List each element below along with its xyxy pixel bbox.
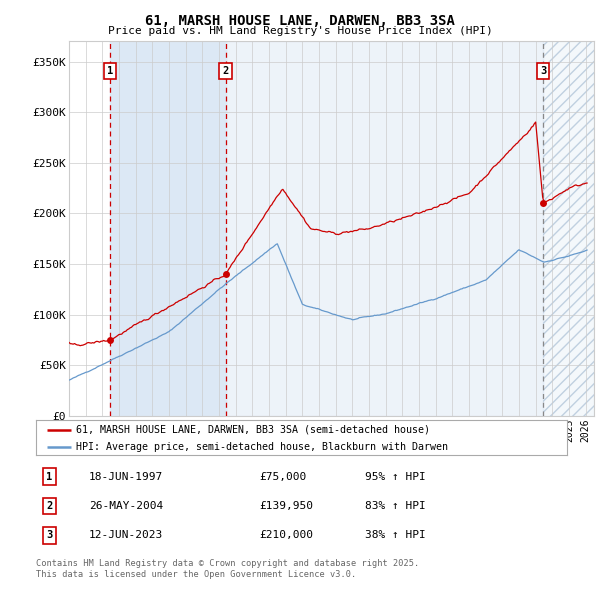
Text: 38% ↑ HPI: 38% ↑ HPI [365, 530, 426, 540]
Text: Price paid vs. HM Land Registry's House Price Index (HPI): Price paid vs. HM Land Registry's House … [107, 26, 493, 35]
Text: 3: 3 [46, 530, 52, 540]
Bar [226, 41, 543, 416]
Text: £139,950: £139,950 [259, 501, 313, 511]
Text: 18-JUN-1997: 18-JUN-1997 [89, 471, 163, 481]
Text: 1: 1 [46, 471, 52, 481]
Text: 2: 2 [46, 501, 52, 511]
Bar [543, 41, 594, 416]
Text: HPI: Average price, semi-detached house, Blackburn with Darwen: HPI: Average price, semi-detached house,… [76, 442, 448, 451]
Text: 61, MARSH HOUSE LANE, DARWEN, BB3 3SA: 61, MARSH HOUSE LANE, DARWEN, BB3 3SA [145, 14, 455, 28]
Text: 83% ↑ HPI: 83% ↑ HPI [365, 501, 426, 511]
Text: £210,000: £210,000 [259, 530, 313, 540]
Text: £75,000: £75,000 [259, 471, 306, 481]
Text: 95% ↑ HPI: 95% ↑ HPI [365, 471, 426, 481]
Text: 1: 1 [107, 66, 113, 76]
Text: 2: 2 [223, 66, 229, 76]
Bar [110, 41, 226, 416]
Text: 26-MAY-2004: 26-MAY-2004 [89, 501, 163, 511]
Bar [543, 41, 594, 416]
Text: 3: 3 [540, 66, 546, 76]
Text: Contains HM Land Registry data © Crown copyright and database right 2025.
This d: Contains HM Land Registry data © Crown c… [36, 559, 419, 579]
Text: 12-JUN-2023: 12-JUN-2023 [89, 530, 163, 540]
Text: 61, MARSH HOUSE LANE, DARWEN, BB3 3SA (semi-detached house): 61, MARSH HOUSE LANE, DARWEN, BB3 3SA (s… [76, 425, 430, 435]
